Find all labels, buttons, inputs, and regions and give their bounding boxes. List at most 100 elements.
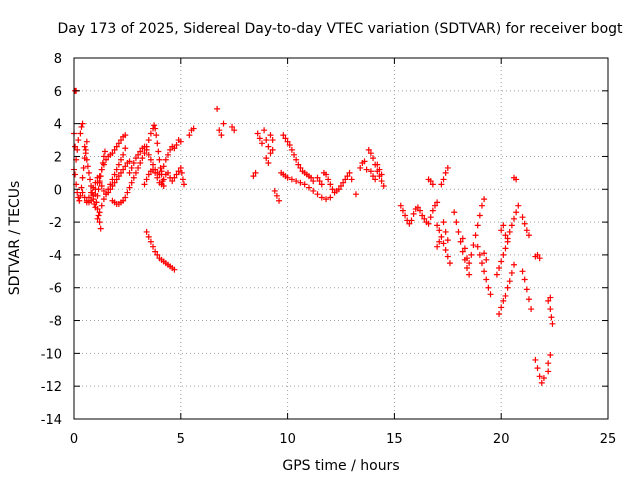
data-point	[113, 143, 120, 150]
data-point	[141, 150, 148, 157]
data-point	[101, 148, 108, 155]
data-point	[367, 168, 374, 175]
data-point	[271, 187, 278, 194]
data-point	[436, 227, 443, 234]
data-point	[472, 232, 479, 239]
data-point	[282, 135, 289, 142]
data-point	[147, 156, 154, 163]
data-point	[141, 181, 148, 188]
data-point	[80, 164, 87, 171]
data-point	[425, 220, 432, 227]
series-arc-13-14	[365, 146, 387, 189]
data-point	[267, 150, 274, 157]
data-point	[419, 212, 426, 219]
data-point	[478, 260, 485, 267]
data-point	[436, 238, 443, 245]
data-point	[515, 202, 522, 209]
data-point	[417, 207, 424, 214]
data-point	[323, 196, 330, 203]
data-point	[521, 276, 528, 283]
data-point	[474, 222, 481, 229]
y-tick-label: -8	[49, 315, 62, 330]
data-point	[318, 194, 325, 201]
data-point	[256, 135, 263, 142]
data-point	[327, 194, 334, 201]
chart-title: Day 173 of 2025, Sidereal Day-to-day VTE…	[57, 21, 623, 37]
data-point	[286, 141, 293, 148]
data-point	[547, 294, 554, 301]
data-point	[457, 238, 464, 245]
data-point	[397, 202, 404, 209]
data-point	[363, 166, 370, 173]
data-point	[177, 164, 184, 171]
y-axis-title: SDTVAR / TECUs	[7, 181, 23, 296]
data-point	[115, 173, 122, 180]
series-arc-10-12	[278, 169, 334, 203]
data-point	[545, 360, 552, 367]
data-point	[502, 292, 509, 299]
data-points	[71, 87, 556, 386]
data-point	[75, 137, 82, 144]
series-arc-8-9	[250, 127, 276, 180]
data-point	[250, 173, 257, 180]
x-tick-label: 5	[177, 432, 185, 447]
data-point	[483, 256, 490, 263]
data-point	[483, 276, 490, 283]
series-arc-20-21	[498, 174, 522, 299]
data-point	[444, 164, 451, 171]
data-point	[442, 169, 449, 176]
data-point	[150, 243, 157, 250]
data-point	[88, 197, 95, 204]
data-point	[220, 120, 227, 127]
data-point	[378, 178, 385, 185]
data-point	[72, 143, 79, 150]
data-point	[536, 255, 543, 262]
data-point	[487, 291, 494, 298]
data-point	[100, 161, 107, 168]
data-point	[481, 268, 488, 275]
data-point	[92, 191, 99, 198]
data-point	[508, 222, 515, 229]
series-late-drop	[532, 294, 556, 386]
data-point	[525, 232, 532, 239]
data-point	[521, 220, 528, 227]
data-point	[94, 215, 101, 222]
y-axis-tick-labels: -14 -12 -10 -8 -6 -4 -2 0 2 4 6 8	[41, 52, 62, 428]
data-point	[508, 269, 515, 276]
data-point	[365, 146, 372, 153]
data-point	[152, 169, 159, 176]
data-point	[427, 178, 434, 185]
data-point	[126, 169, 133, 176]
data-point	[547, 306, 554, 313]
data-point	[338, 182, 344, 189]
data-point	[122, 194, 129, 201]
data-point	[329, 186, 336, 193]
data-point	[100, 196, 107, 203]
data-point	[258, 140, 265, 147]
data-point	[273, 192, 280, 199]
data-point	[103, 156, 110, 163]
data-point	[77, 192, 84, 199]
data-point	[83, 138, 90, 145]
data-point	[459, 235, 466, 242]
series-arc-15-17	[397, 199, 441, 227]
data-point	[100, 187, 107, 194]
data-point	[124, 189, 131, 196]
data-point	[214, 105, 221, 112]
axis-ticks	[73, 57, 609, 420]
y-tick-label: -10	[41, 347, 62, 362]
data-point	[293, 156, 300, 163]
data-point	[500, 222, 507, 229]
data-point	[145, 151, 152, 158]
x-tick-label: 10	[279, 432, 296, 447]
x-axis-tick-labels: 0 5 10 15 20 25	[70, 432, 616, 447]
data-point	[145, 171, 152, 178]
data-point	[434, 222, 441, 229]
data-point	[440, 219, 447, 226]
series-arc-18-19	[451, 196, 488, 278]
data-point	[308, 174, 315, 181]
data-point	[528, 306, 535, 313]
data-point	[128, 179, 135, 186]
data-point	[344, 173, 351, 180]
